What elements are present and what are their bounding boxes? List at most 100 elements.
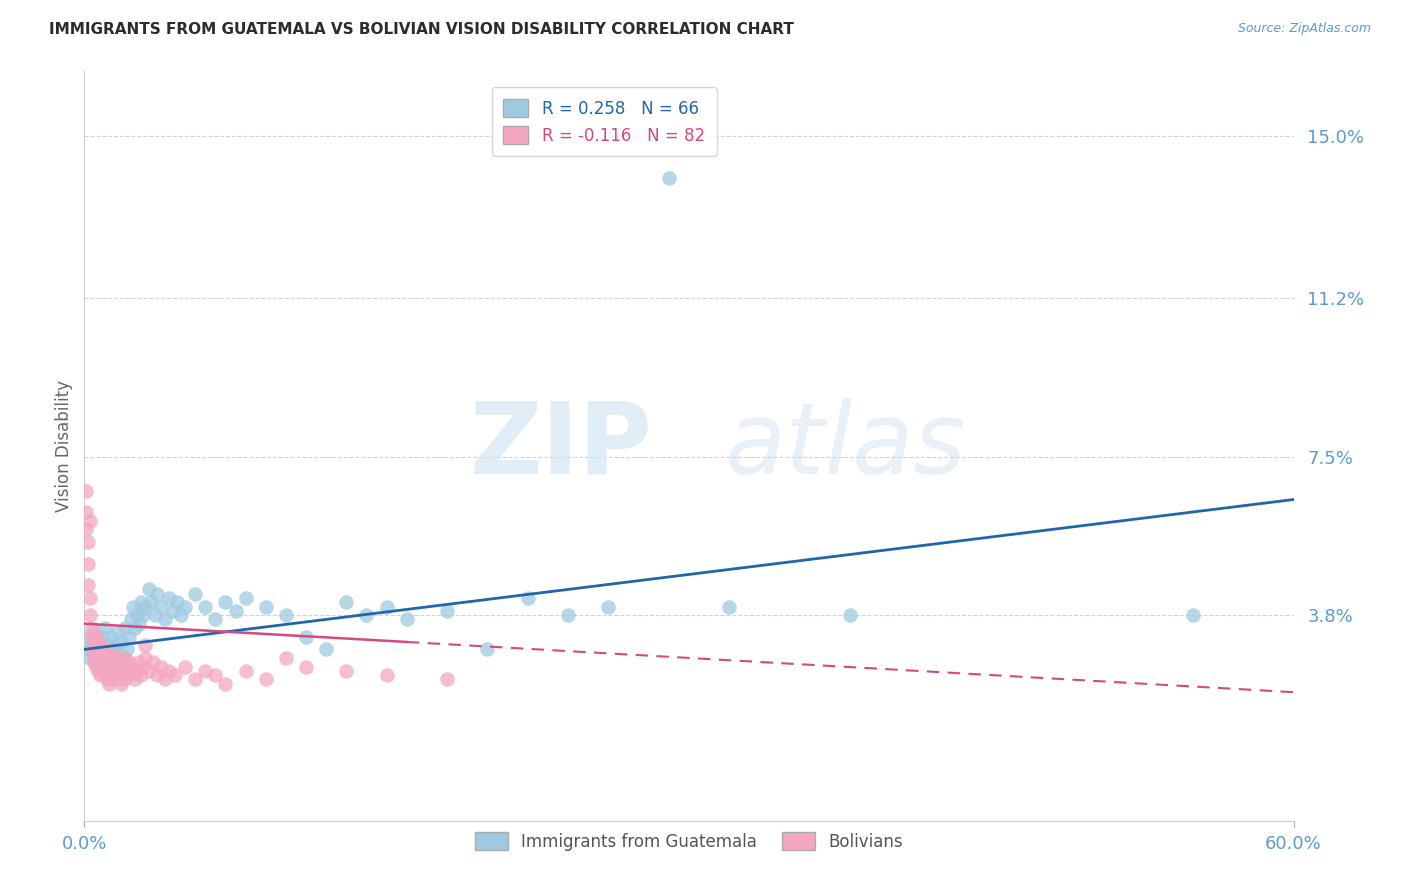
Point xyxy=(214,676,236,690)
Point xyxy=(75,642,97,657)
Point xyxy=(235,591,257,605)
Point xyxy=(128,616,150,631)
Point xyxy=(839,608,862,623)
Point xyxy=(91,651,114,665)
Point xyxy=(149,599,172,614)
Point xyxy=(146,587,169,601)
Point xyxy=(235,664,257,678)
Y-axis label: Vision Disability: Vision Disability xyxy=(55,380,73,512)
Point xyxy=(194,599,217,614)
Point xyxy=(395,612,418,626)
Point xyxy=(104,659,127,673)
Point xyxy=(375,668,398,682)
Point xyxy=(110,633,132,648)
Point xyxy=(96,673,118,687)
Text: IMMIGRANTS FROM GUATEMALA VS BOLIVIAN VISION DISABILITY CORRELATION CHART: IMMIGRANTS FROM GUATEMALA VS BOLIVIAN VI… xyxy=(49,22,794,37)
Point xyxy=(114,673,136,687)
Point xyxy=(375,599,398,614)
Point xyxy=(87,651,110,665)
Point xyxy=(120,612,142,626)
Point xyxy=(718,599,741,614)
Point xyxy=(75,505,97,519)
Point xyxy=(79,608,101,623)
Point xyxy=(91,630,114,644)
Point xyxy=(142,655,165,669)
Point xyxy=(315,642,337,657)
Point xyxy=(153,673,176,687)
Point xyxy=(274,651,297,665)
Point xyxy=(436,673,458,687)
Point xyxy=(105,673,128,687)
Point xyxy=(658,171,681,186)
Point xyxy=(146,668,169,682)
Point xyxy=(1181,608,1204,623)
Point xyxy=(86,655,108,669)
Point xyxy=(83,651,105,665)
Point xyxy=(134,599,156,614)
Point xyxy=(86,647,108,661)
Point xyxy=(115,664,138,678)
Point xyxy=(82,638,104,652)
Text: ZIP: ZIP xyxy=(470,398,652,494)
Point xyxy=(87,633,110,648)
Point xyxy=(89,655,111,669)
Point xyxy=(121,659,143,673)
Point xyxy=(124,673,146,687)
Point xyxy=(139,595,162,609)
Point xyxy=(121,599,143,614)
Point xyxy=(557,608,579,623)
Point xyxy=(194,664,217,678)
Point xyxy=(105,625,128,640)
Point xyxy=(153,612,176,626)
Point xyxy=(214,595,236,609)
Point xyxy=(96,651,118,665)
Point xyxy=(77,557,100,571)
Point xyxy=(110,676,132,690)
Point xyxy=(97,676,120,690)
Point xyxy=(516,591,538,605)
Point xyxy=(165,668,187,682)
Point xyxy=(162,604,184,618)
Point xyxy=(75,523,97,537)
Point xyxy=(79,651,101,665)
Point xyxy=(89,668,111,682)
Point xyxy=(100,647,122,661)
Point xyxy=(100,630,122,644)
Point xyxy=(129,668,152,682)
Point xyxy=(138,582,160,597)
Point xyxy=(138,664,160,678)
Point xyxy=(83,655,105,669)
Point xyxy=(101,655,124,669)
Point xyxy=(87,664,110,678)
Point xyxy=(107,664,129,678)
Point xyxy=(93,651,115,665)
Point xyxy=(97,647,120,661)
Point xyxy=(79,514,101,528)
Text: atlas: atlas xyxy=(725,398,967,494)
Point xyxy=(254,599,277,614)
Point xyxy=(204,612,226,626)
Point xyxy=(125,608,148,623)
Point xyxy=(101,664,124,678)
Point xyxy=(107,655,129,669)
Point xyxy=(157,664,180,678)
Point xyxy=(174,599,197,614)
Point xyxy=(104,668,127,682)
Point xyxy=(356,608,378,623)
Point xyxy=(124,621,146,635)
Point xyxy=(82,621,104,635)
Point xyxy=(107,647,129,661)
Point xyxy=(254,673,277,687)
Point xyxy=(77,578,100,592)
Point xyxy=(83,647,105,661)
Point xyxy=(104,638,127,652)
Point xyxy=(100,659,122,673)
Point xyxy=(91,638,114,652)
Point xyxy=(225,604,247,618)
Point xyxy=(128,655,150,669)
Point xyxy=(132,608,155,623)
Point xyxy=(274,608,297,623)
Point xyxy=(97,664,120,678)
Point xyxy=(295,659,318,673)
Point xyxy=(86,630,108,644)
